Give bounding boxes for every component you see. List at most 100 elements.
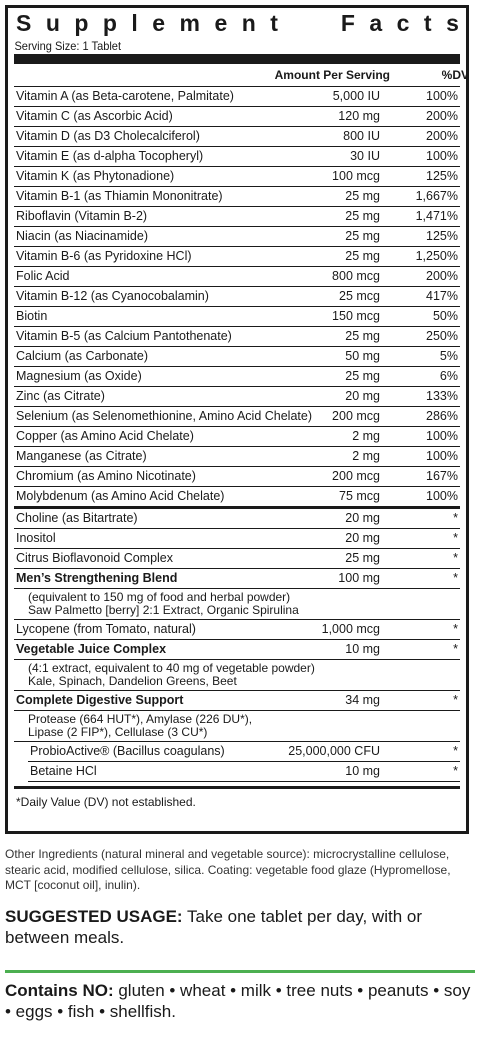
nutrient-name: Vegetable Juice Complex — [16, 642, 167, 656]
title-letter: t — [270, 10, 278, 36]
table-row: Vitamin B-1 (as Thiamin Mononitrate) 25 m… — [14, 187, 460, 207]
nutrient-name: Choline (as Bitartrate) — [16, 511, 138, 525]
table-row: Zinc (as Citrate) 20 mg 133% — [14, 387, 460, 407]
nutrient-name: Riboflavin (Vitamin B-2) — [16, 209, 148, 223]
table-row: Inositol 20 mg * — [14, 529, 460, 549]
nutrient-amount: 2 mg — [352, 449, 380, 463]
nutrient-dv: 1,667% — [415, 189, 458, 203]
nutrient-dv: 167% — [426, 469, 458, 483]
nutrient-amount: 25 mg — [345, 229, 380, 243]
detail-line: Lipase (2 FIP*), Cellulase (3 CU*) — [28, 725, 208, 739]
nutrient-amount: 10 mg — [345, 764, 380, 778]
table-row: Vitamin B-5 (as Calcium Pantothenate) 25 … — [14, 327, 460, 347]
nutrient-name: Zinc (as Citrate) — [16, 389, 105, 403]
nutrient-dv: * — [453, 744, 458, 758]
green-divider — [5, 970, 475, 973]
nutrient-name: Vitamin B-6 (as Pyridoxine HCl) — [16, 249, 192, 263]
title-letter: l — [131, 10, 138, 36]
table-row: Betaine HCl 10 mg * — [28, 762, 460, 782]
nutrient-amount: 25 mcg — [339, 289, 380, 303]
nutrient-amount: 75 mcg — [339, 489, 380, 503]
nutrient-dv: 125% — [426, 169, 458, 183]
nutrient-amount: 25 mg — [345, 189, 380, 203]
nutrient-name: Vitamin B-5 (as Calcium Pantothenate) — [16, 329, 232, 343]
thick-divider — [14, 786, 460, 789]
table-row: Vitamin A (as Beta-carotene, Palmitate) 5… — [14, 87, 460, 107]
nutrient-name: Vitamin B-1 (as Thiamin Mononitrate) — [16, 189, 223, 203]
table-row: Vitamin K (as Phytonadione) 100 mcg 125% — [14, 167, 460, 187]
table-row: Citrus Bioflavonoid Complex 25 mg * — [14, 549, 460, 569]
detail-line: Saw Palmetto [berry] 2:1 Extract, Organi… — [28, 603, 299, 617]
table-row: Copper (as Amino Acid Chelate) 2 mg 100% — [14, 427, 460, 447]
nutrient-amount: 100 mg — [338, 571, 380, 585]
nutrient-name: Lycopene (from Tomato, natural) — [16, 622, 196, 636]
nutrient-amount: 1,000 mcg — [321, 622, 380, 636]
table-row: Biotin 150 mcg 50% — [14, 307, 460, 327]
nutrient-amount: 25 mg — [345, 551, 380, 565]
table-row: Magnesium (as Oxide) 25 mg 6% — [14, 367, 460, 387]
table-row: Calcium (as Carbonate) 50 mg 5% — [14, 347, 460, 367]
nutrient-dv: * — [453, 531, 458, 545]
nutrient-name: Calcium (as Carbonate) — [16, 349, 148, 363]
nutrient-dv: 200% — [426, 109, 458, 123]
title-letter: S — [16, 10, 32, 36]
nutrient-name: Copper (as Amino Acid Chelate) — [16, 429, 194, 443]
nutrient-dv: * — [453, 571, 458, 585]
nutrient-amount: 100 mcg — [332, 169, 380, 183]
nutrient-name: ProbioActive® (Bacillus coagulans) — [30, 744, 225, 758]
nutrient-dv: * — [453, 693, 458, 707]
nutrient-amount: 25 mg — [345, 329, 380, 343]
nutrient-amount: 25,000,000 CFU — [288, 744, 380, 758]
nutrient-name: Biotin — [16, 309, 48, 323]
suggested-usage: SUGGESTED USAGE: Take one tablet per day… — [5, 906, 473, 948]
nutrient-name: Vitamin A (as Beta-carotene, Palmitate) — [16, 89, 234, 103]
other-ingredients: Other Ingredients (natural mineral and v… — [5, 847, 451, 892]
nutrient-dv: * — [453, 511, 458, 525]
table-row: Niacin (as Niacinamide) 25 mg 125% — [14, 227, 460, 247]
table-row: Lycopene (from Tomato, natural) 1,000 mc… — [14, 620, 460, 640]
nutrient-dv: * — [453, 622, 458, 636]
table-row: Choline (as Bitartrate) 20 mg * — [14, 509, 460, 529]
nutrient-amount: 34 mg — [345, 693, 380, 707]
divider — [14, 86, 460, 87]
column-header: Amount Per Serving %DV — [8, 64, 466, 86]
usage-label: SUGGESTED USAGE: — [5, 907, 183, 926]
detail-line: (equivalent to 150 mg of food and herbal… — [28, 590, 291, 604]
nutrient-dv: 100% — [426, 89, 458, 103]
nutrient-dv: * — [453, 764, 458, 778]
nutrient-amount: 2 mg — [352, 429, 380, 443]
table-row: Riboflavin (Vitamin B-2) 25 mg 1,471% — [14, 207, 460, 227]
title-letter: e — [214, 10, 228, 36]
other-ingredient-list: Choline (as Bitartrate) 20 mg * Inositol 20 … — [8, 509, 466, 569]
serving-size: Serving Size: 1 Tablet — [14, 39, 122, 53]
nutrient-name: Magnesium (as Oxide) — [16, 369, 142, 383]
table-row: Men’s Strengthening Blend 100 mg * — [14, 569, 460, 589]
vitamin-list: Vitamin A (as Beta-carotene, Palmitate) 5… — [8, 87, 466, 507]
title-letter: m — [179, 10, 200, 36]
title-letter: F — [340, 10, 355, 36]
table-row: Vitamin C (as Ascorbic Acid) 120 mg 200% — [14, 107, 460, 127]
title-letter: t — [423, 10, 432, 36]
nutrient-amount: 120 mg — [338, 109, 380, 123]
nutrient-amount: 150 mcg — [332, 309, 380, 323]
nutrient-dv: 50% — [432, 309, 458, 323]
blend-detail: (equivalent to 150 mg of food and herbal… — [14, 589, 460, 620]
nutrient-name: Chromium (as Amino Nicotinate) — [16, 469, 196, 483]
detail-line: Protease (664 HUT*), Amylase (226 DU*), — [28, 712, 253, 726]
table-row: Molybdenum (as Amino Acid Chelate) 75 mcg… — [14, 487, 460, 507]
nutrient-amount: 20 mg — [345, 531, 380, 545]
table-row: Chromium (as Amino Nicotinate) 200 mcg 167… — [14, 467, 460, 487]
nutrient-amount: 20 mg — [345, 511, 380, 525]
table-row: Vegetable Juice Complex 10 mg * — [14, 640, 460, 660]
table-row: Vitamin D (as D3 Cholecalciferol) 800 IU 2… — [14, 127, 460, 147]
nutrient-amount: 25 mg — [345, 369, 380, 383]
table-row: Folic Acid 800 mcg 200% — [14, 267, 460, 287]
blend-detail: (4:1 extract, equivalent to 40 mg of veg… — [14, 660, 460, 691]
table-row: Vitamin B-6 (as Pyridoxine HCl) 25 mg 1,25… — [14, 247, 460, 267]
nutrient-amount: 20 mg — [345, 389, 380, 403]
nutrient-name: Folic Acid — [16, 269, 70, 283]
header-amount: Amount Per Serving — [274, 68, 390, 82]
table-row: Selenium (as Selenomethionine, Amino Aci… — [14, 407, 460, 427]
